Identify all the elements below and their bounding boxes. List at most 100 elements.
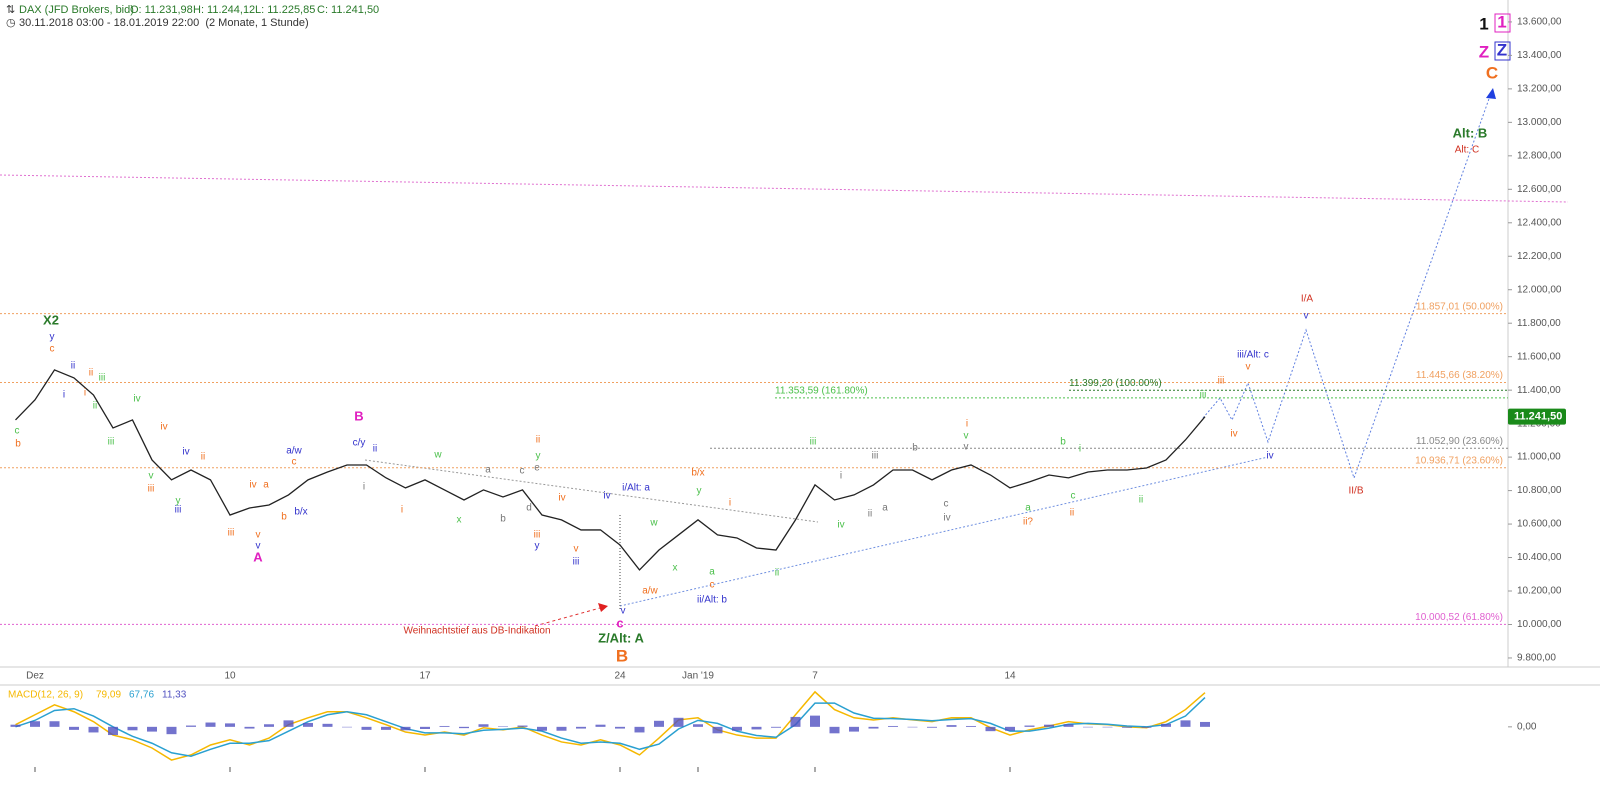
- y-tick-label: 13.200,00: [1517, 84, 1562, 95]
- histogram-bar: [1141, 726, 1152, 728]
- wave-label: iv: [1230, 429, 1237, 440]
- wave-label: i: [401, 505, 403, 516]
- wave-label: A: [253, 549, 263, 564]
- wave-label: v: [149, 471, 154, 482]
- wave-label: c: [1071, 491, 1076, 502]
- wave-label: e: [534, 463, 540, 474]
- level-label: 11.052,90 (23.60%): [1416, 436, 1503, 447]
- histogram-bar: [361, 726, 372, 730]
- histogram-bar: [654, 720, 664, 727]
- wave-label: d: [526, 503, 532, 514]
- y-tick-label: 11.000,00: [1517, 452, 1561, 463]
- histogram-bar: [147, 726, 157, 732]
- wave-label: C: [1486, 63, 1498, 82]
- histogram-bar: [673, 717, 684, 727]
- histogram-bar: [264, 724, 274, 727]
- wave-label: y: [50, 332, 55, 343]
- histogram-bar: [283, 720, 294, 727]
- wave-label: iv: [160, 422, 167, 433]
- wave-label: ii: [775, 568, 779, 579]
- histogram-bar: [1005, 726, 1015, 731]
- wave-label: ii: [93, 401, 97, 412]
- x-tick-label: 17: [419, 671, 431, 682]
- histogram-bar: [595, 724, 606, 727]
- histogram-bar: [1180, 720, 1191, 727]
- histogram-bar: [498, 726, 508, 727]
- wave-label: i/Alt: a: [622, 483, 650, 494]
- wave-label: iii: [99, 373, 106, 384]
- y-tick-label: 12.800,00: [1517, 150, 1562, 161]
- indicator-line: [15, 697, 1206, 757]
- wave-label: c: [292, 457, 297, 468]
- histogram-bar: [127, 726, 138, 731]
- arrow-head: [1486, 88, 1496, 99]
- histogram-bar: [849, 726, 859, 732]
- trend-line: [0, 174, 1569, 203]
- wave-label: iii: [228, 528, 235, 539]
- wave-label: v: [256, 541, 261, 552]
- wave-label: v: [621, 606, 626, 617]
- wave-label: c: [50, 344, 55, 355]
- histogram-bar: [478, 724, 489, 727]
- histogram-bar: [771, 726, 781, 728]
- histogram-bar: [576, 726, 586, 729]
- level-label: 10.000,52 (61.80%): [1415, 612, 1503, 623]
- histogram-bar: [225, 723, 235, 727]
- y-tick-label: 10.200,00: [1517, 586, 1562, 597]
- wave-label: ii/Alt: b: [697, 595, 727, 606]
- wave-label: ii: [201, 452, 205, 463]
- histogram-bar: [810, 715, 820, 727]
- date-range: 30.11.2018 03:00 - 18.01.2019 22:00 (2 M…: [19, 17, 309, 29]
- histogram-bar: [946, 725, 957, 727]
- wave-label: c: [15, 426, 20, 437]
- trend-line: [619, 456, 1269, 607]
- wave-label: 1: [1479, 14, 1488, 33]
- wave-label: I/A: [1301, 294, 1314, 305]
- histogram-bar: [166, 726, 177, 735]
- wave-label: iii: [810, 437, 817, 448]
- wave-label: v: [1246, 362, 1251, 373]
- wave-label: w: [649, 518, 658, 529]
- histogram-bar: [400, 726, 411, 731]
- y-tick-label: 12.600,00: [1517, 184, 1562, 195]
- level-label: 11.857,01 (50.00%): [1416, 301, 1503, 312]
- wave-label: i: [840, 471, 842, 482]
- y-tick-label: 12.000,00: [1517, 284, 1562, 295]
- wave-label: c: [944, 499, 949, 510]
- histogram-bar: [615, 726, 625, 729]
- level-label: 11.445,66 (38.20%): [1416, 370, 1503, 381]
- wave-label: i: [63, 390, 65, 401]
- x-tick-label: 7: [812, 671, 818, 682]
- histogram-bar: [342, 726, 352, 728]
- histogram-bar: [634, 726, 645, 733]
- wave-label: iv: [558, 493, 565, 504]
- wave-label: a: [485, 465, 491, 476]
- histogram-bar: [517, 725, 528, 727]
- histogram-bar: [966, 725, 976, 727]
- level-label: 11.399,20 (100.00%): [1069, 378, 1162, 389]
- histogram-bar: [69, 726, 79, 730]
- histogram-bar: [790, 716, 801, 727]
- histogram-bar: [693, 724, 703, 727]
- histogram-bar: [1200, 721, 1210, 727]
- wave-label: iv: [249, 480, 256, 491]
- wave-label: iii: [175, 505, 182, 516]
- ohlc: O: 11.231,98: [130, 4, 193, 16]
- wave-label: v: [964, 442, 969, 453]
- wave-label: c/y: [353, 438, 366, 449]
- y-tick-label: 13.000,00: [1517, 117, 1562, 128]
- histogram-bar: [751, 726, 762, 730]
- y-tick-label: 10.600,00: [1517, 519, 1562, 530]
- y-tick-label: 9.800,00: [1517, 653, 1556, 664]
- wave-label: Z: [1497, 40, 1507, 59]
- wave-label: X2: [43, 312, 59, 327]
- price-line: [15, 369, 1206, 571]
- histogram-bar: [30, 721, 40, 727]
- wave-label: ii: [1070, 508, 1074, 519]
- wave-label: II/B: [1348, 486, 1363, 497]
- trend-line: [364, 459, 819, 523]
- histogram-bar: [888, 725, 898, 727]
- wave-label: iii: [534, 530, 541, 541]
